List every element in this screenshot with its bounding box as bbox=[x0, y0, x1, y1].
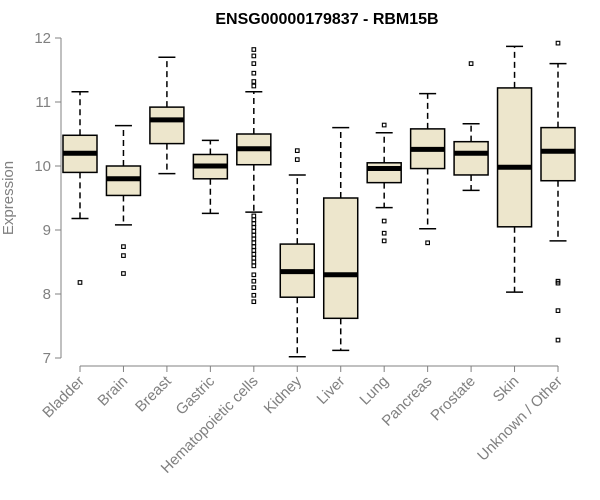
box-body bbox=[366, 162, 402, 184]
y-tick-label: 7 bbox=[43, 350, 51, 367]
box-body bbox=[453, 140, 489, 176]
outlier-point bbox=[555, 280, 561, 286]
x-tick-label: Lung bbox=[356, 373, 392, 409]
outlier-point bbox=[555, 308, 561, 313]
x-tick-label: Brain bbox=[94, 373, 131, 410]
box-body bbox=[540, 126, 576, 182]
y-tick-label: 10 bbox=[34, 158, 51, 175]
y-tick-label: 11 bbox=[35, 94, 51, 111]
outlier-point bbox=[251, 244, 257, 249]
outlier-point bbox=[381, 218, 387, 224]
outlier-point bbox=[251, 221, 257, 226]
box-group bbox=[149, 56, 185, 175]
box-group bbox=[453, 61, 489, 192]
outlier-point bbox=[251, 83, 257, 89]
outlier-point bbox=[251, 47, 257, 52]
outlier-point bbox=[121, 253, 126, 258]
x-tick-label: Kidney bbox=[261, 372, 306, 417]
outlier-point bbox=[251, 292, 257, 298]
outlier-point bbox=[251, 61, 257, 66]
box-group bbox=[192, 139, 229, 215]
outlier-point bbox=[251, 232, 257, 238]
outlier-point bbox=[381, 238, 387, 244]
box-group bbox=[236, 47, 272, 305]
box-body bbox=[322, 197, 359, 320]
x-tick-label: Breast bbox=[132, 372, 175, 415]
outlier-point bbox=[294, 157, 300, 162]
outlier-point bbox=[555, 337, 561, 343]
outlier-point bbox=[251, 236, 257, 242]
y-tick-label: 12 bbox=[34, 30, 51, 47]
outlier-point bbox=[251, 70, 257, 76]
outlier-point bbox=[468, 61, 474, 66]
outlier-point bbox=[381, 122, 387, 128]
outlier-point bbox=[555, 40, 561, 46]
box-group bbox=[409, 92, 446, 246]
y-tick-label: 9 bbox=[43, 222, 51, 239]
outlier-point bbox=[294, 148, 300, 153]
chart-title: ENSG00000179837 - RBM15B bbox=[215, 11, 438, 28]
outlier-point bbox=[425, 240, 430, 246]
outlier-point bbox=[77, 280, 83, 285]
x-tick-label: Liver bbox=[314, 373, 349, 408]
outlier-point bbox=[251, 278, 257, 284]
outlier-point bbox=[251, 251, 257, 257]
outlier-point bbox=[251, 217, 257, 223]
x-tick-label: Bladder bbox=[39, 373, 88, 422]
outlier-point bbox=[121, 271, 126, 276]
y-axis-label: Expression bbox=[0, 161, 17, 235]
outlier-point bbox=[251, 225, 257, 230]
outlier-point bbox=[251, 248, 257, 253]
outlier-point bbox=[251, 213, 257, 219]
outlier-point bbox=[251, 259, 257, 265]
outlier-point bbox=[251, 263, 257, 269]
outlier-point bbox=[251, 299, 257, 305]
outlier-point bbox=[251, 285, 257, 290]
y-tick-label: 8 bbox=[43, 286, 51, 303]
x-tick-label: Prostate bbox=[427, 373, 479, 425]
outlier-point bbox=[251, 255, 257, 261]
box-group bbox=[496, 45, 533, 293]
outlier-point bbox=[251, 79, 257, 84]
outlier-point bbox=[251, 240, 257, 246]
box-group bbox=[366, 122, 402, 244]
box-group bbox=[322, 126, 359, 352]
box-group bbox=[62, 91, 98, 285]
box-group bbox=[105, 124, 142, 276]
outlier-point bbox=[251, 272, 257, 278]
outlier-point bbox=[251, 228, 257, 234]
boxes bbox=[62, 40, 576, 358]
outlier-point bbox=[121, 244, 126, 249]
outlier-point bbox=[381, 230, 387, 236]
outlier-point bbox=[251, 53, 257, 59]
box-body bbox=[496, 87, 533, 228]
box-body bbox=[149, 106, 185, 145]
box-group bbox=[540, 40, 576, 343]
x-tick-label: Skin bbox=[490, 373, 523, 406]
box-group bbox=[279, 148, 316, 358]
